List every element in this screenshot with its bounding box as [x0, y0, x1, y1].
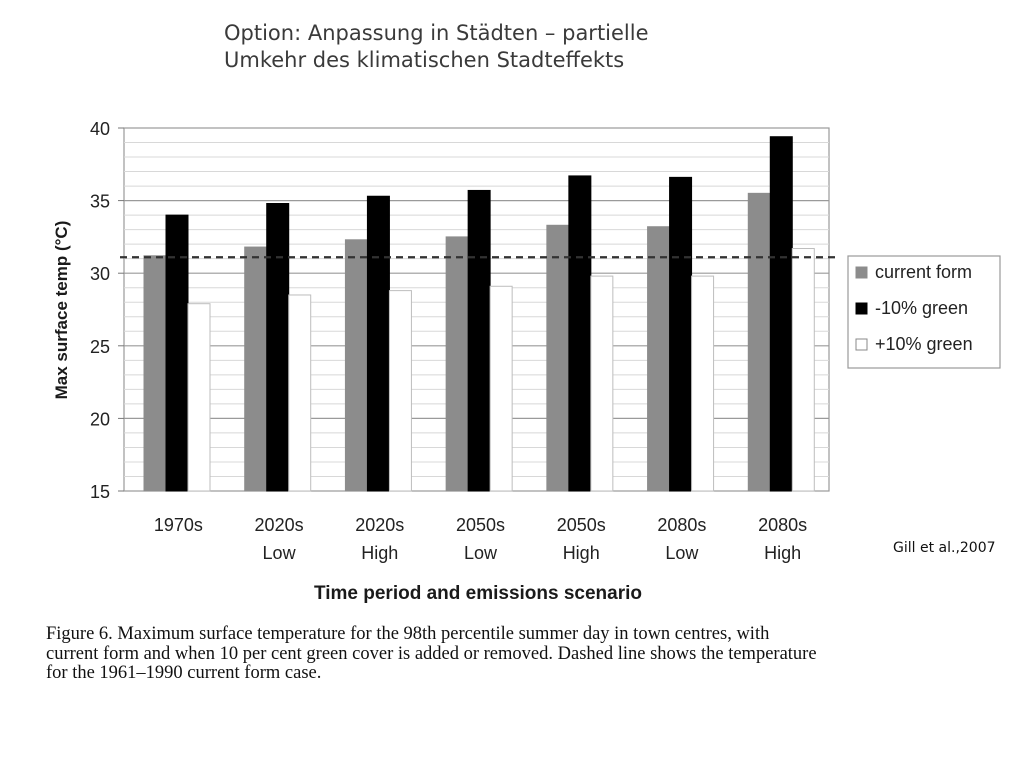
bar-10-green	[266, 203, 290, 492]
y-tick-label: 15	[90, 482, 110, 502]
bar-10-green	[691, 275, 715, 492]
x-tick-label: 1970s	[154, 515, 203, 535]
legend-swatch	[855, 338, 868, 351]
bar-10-green	[791, 248, 815, 492]
legend-label: -10% green	[875, 298, 968, 318]
x-tick-label-scenario: High	[361, 543, 398, 563]
bar-10-green	[187, 303, 211, 492]
bar-10-green	[769, 136, 793, 492]
slide-title-line-2: Umkehr des klimatischen Stadteffekts	[224, 48, 625, 72]
bar-10-green	[590, 275, 614, 492]
bars	[143, 136, 815, 492]
figure-caption: Figure 6. Maximum surface temperature fo…	[46, 624, 1006, 684]
x-tick-label-scenario: Low	[464, 543, 498, 563]
bar-10-green	[366, 195, 390, 492]
bar-current-form	[344, 239, 368, 492]
bar-10-green	[568, 175, 592, 492]
y-tick-label: 20	[90, 409, 110, 429]
y-tick-label: 35	[90, 192, 110, 212]
legend-swatch	[855, 302, 868, 315]
x-tick-label: 2020s	[355, 515, 404, 535]
bar-current-form	[143, 255, 167, 492]
caption-line-3: for the 1961–1990 current form case.	[46, 663, 322, 683]
x-tick-label: 2020s	[255, 515, 304, 535]
x-tick-label: 2050s	[557, 515, 606, 535]
legend-box	[847, 255, 1001, 369]
x-tick-label-scenario: Low	[263, 543, 297, 563]
x-tick-label-scenario: High	[764, 543, 801, 563]
legend: current form -10% green +10% green	[847, 255, 1001, 369]
slide-title-line-1: Option: Anpassung in Städten – partielle	[224, 21, 649, 45]
y-axis-label: Max surface temp (°C)	[52, 221, 71, 400]
citation: Gill et al.,2007	[893, 540, 996, 556]
caption-line-2: current form and when 10 per cent green …	[46, 643, 817, 664]
y-tick-label: 40	[90, 119, 110, 139]
bar-current-form	[747, 192, 771, 492]
x-tick-label: 2080s	[758, 515, 807, 535]
bar-current-form	[445, 236, 469, 492]
bar-current-form	[546, 224, 570, 492]
x-tick-label-scenario: Low	[665, 543, 699, 563]
legend-label: +10% green	[875, 334, 973, 354]
bar-10-green	[288, 294, 312, 492]
x-tick-label: 2080s	[657, 515, 706, 535]
bar-10-green	[669, 176, 693, 492]
temperature-bar-chart: 15 20 25 30 35 40 1970s 2020s Low 2020s High 2050s L…	[52, 119, 1001, 604]
bar-current-form	[647, 226, 671, 492]
bar-10-green	[489, 285, 513, 492]
y-tick-label: 25	[90, 337, 110, 357]
slide-title: Option: Anpassung in Städten – partielle…	[224, 20, 649, 74]
bar-10-green	[467, 189, 491, 492]
caption-line-1: Figure 6. Maximum surface temperature fo…	[46, 624, 770, 644]
bar-current-form	[244, 246, 268, 492]
x-tick-label: 2050s	[456, 515, 505, 535]
axes: 15 20 25 30 35 40 1970s 2020s Low 2020s High 2050s L…	[90, 119, 807, 563]
x-tick-label-scenario: High	[563, 543, 600, 563]
legend-label: current form	[875, 262, 972, 282]
legend-swatch	[855, 266, 868, 279]
bar-10-green	[388, 290, 412, 492]
x-axis-label: Time period and emissions scenario	[314, 583, 642, 604]
y-tick-label: 30	[90, 264, 110, 284]
